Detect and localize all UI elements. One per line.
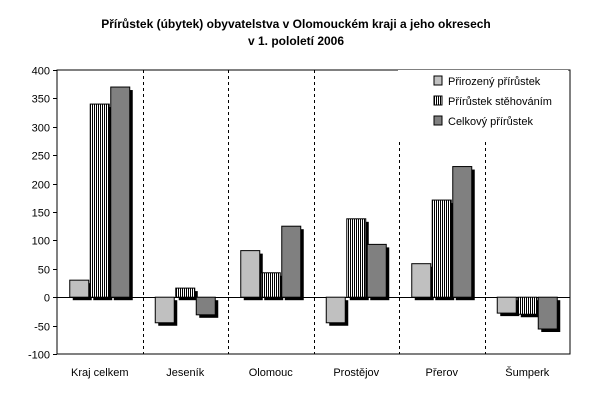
y-tick-label: 200 [32, 180, 50, 192]
y-axis: -100 -50 0 50 100 150 200 250 300 350 400 [28, 66, 57, 362]
bar [496, 296, 517, 314]
bar [325, 296, 346, 324]
y-tick-label: 400 [32, 66, 50, 78]
bar [89, 103, 110, 298]
bar [195, 296, 216, 316]
x-category-label: Olomouc [249, 367, 294, 379]
bar [366, 243, 387, 298]
x-category-label: Šumperk [505, 366, 550, 379]
bar [431, 199, 452, 298]
bar [110, 86, 131, 298]
bars-group [69, 86, 561, 333]
y-tick-label: 250 [32, 151, 50, 163]
y-tick-label: 50 [38, 265, 50, 277]
bar [281, 225, 302, 298]
bar [537, 296, 558, 330]
y-tick-label: 100 [32, 236, 50, 248]
chart-title-line2: v 1. pololetí 2006 [248, 34, 344, 48]
bar [517, 296, 538, 315]
x-category-label: Přerov [426, 367, 459, 379]
bar [260, 272, 281, 298]
y-tick-label: 300 [32, 123, 50, 135]
x-category-label: Kraj celkem [71, 367, 128, 379]
legend-label: Přirozený přírůstek [448, 76, 541, 88]
bar [346, 218, 367, 298]
y-tick-label: 350 [32, 94, 50, 106]
chart-title-line1: Přírůstek (úbytek) obyvatelstva v Olomou… [101, 17, 491, 31]
y-tick-label: 0 [44, 293, 50, 305]
legend-swatch [433, 95, 443, 106]
legend-box [398, 70, 568, 140]
legend-swatch [433, 75, 443, 86]
bar [411, 263, 432, 298]
y-tick-label: 150 [32, 208, 50, 220]
legend-label: Přírůstek stěhováním [448, 96, 552, 108]
x-category-label: Prostějov [333, 367, 379, 379]
x-category-label: Jeseník [166, 367, 204, 379]
y-tick-label: -50 [34, 322, 50, 334]
bar [175, 287, 196, 298]
bar [69, 279, 90, 298]
x-axis: Kraj celkem Jeseník Olomouc Prostějov Přerov… [71, 366, 550, 379]
legend-swatch [433, 115, 443, 126]
y-tick-label: -100 [28, 350, 50, 362]
bar [154, 296, 175, 324]
bar [452, 166, 473, 298]
legend-label: Celkový přírůstek [448, 116, 533, 128]
bar [240, 250, 261, 298]
legend: Přirozený přírůstek Přírůstek stěhováním C… [398, 70, 568, 140]
